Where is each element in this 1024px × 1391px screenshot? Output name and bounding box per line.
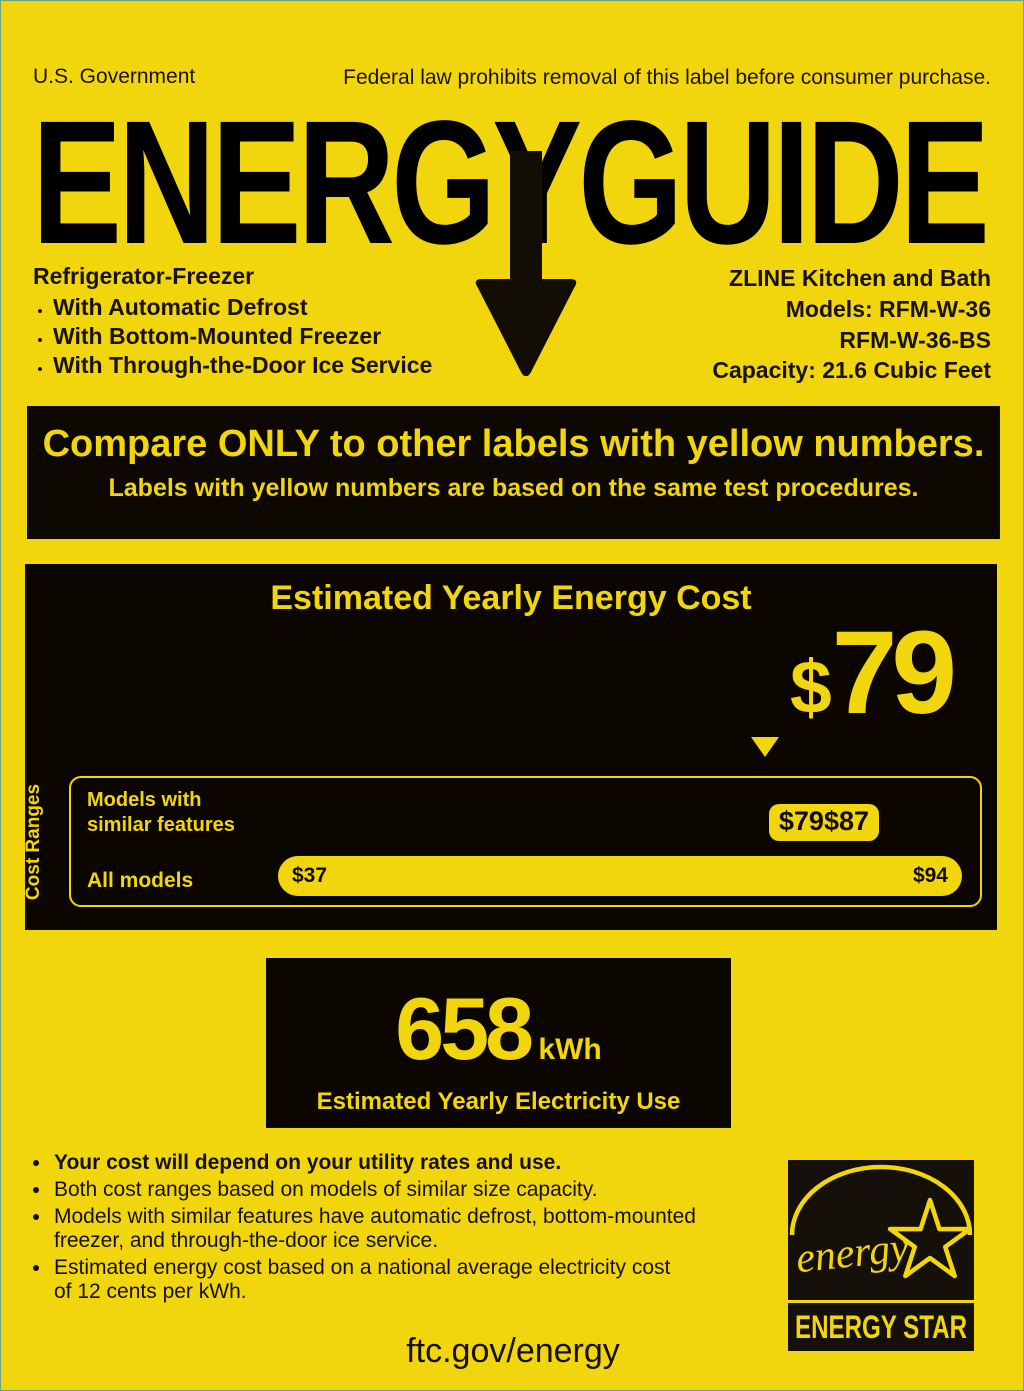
- svg-text:ENERGY STAR: ENERGY STAR: [795, 1309, 967, 1345]
